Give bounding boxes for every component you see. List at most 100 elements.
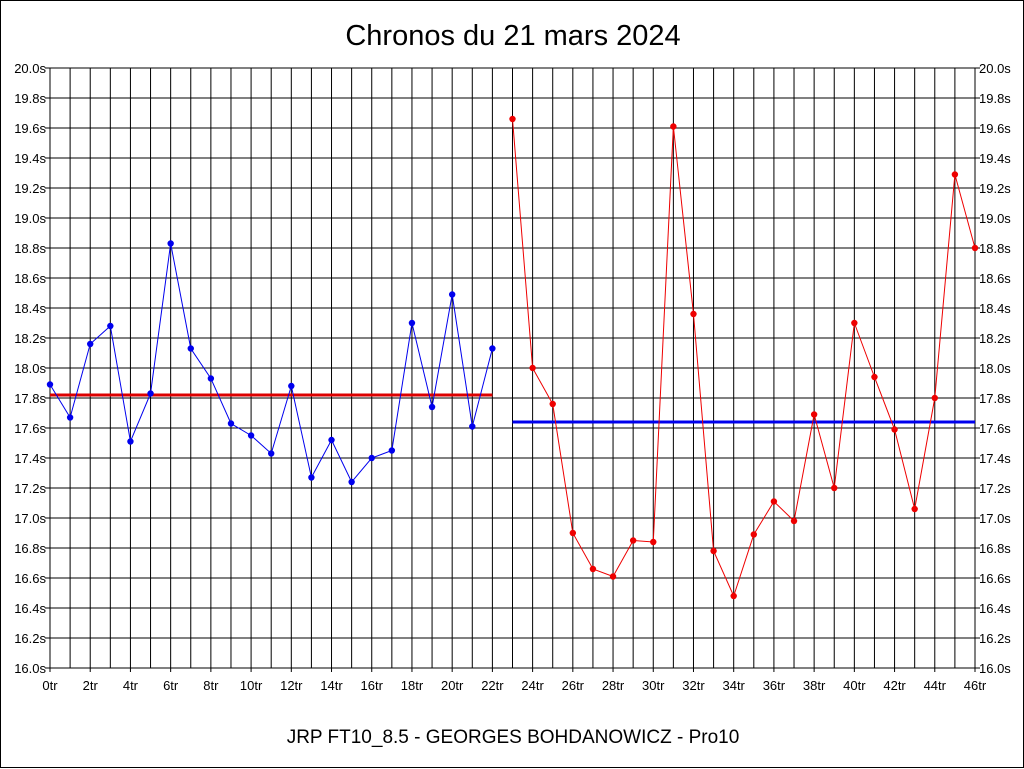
y-tick-label-left: 16.8s	[14, 541, 46, 556]
data-point	[589, 565, 597, 573]
data-point	[46, 381, 54, 388]
data-point	[167, 240, 174, 247]
y-tick-label-left: 18.2s	[14, 331, 46, 346]
y-tick-label-left: 17.8s	[14, 391, 46, 406]
y-tick-label-right: 17.8s	[979, 391, 1011, 406]
data-point	[690, 310, 697, 318]
x-tick-label: 22tr	[481, 678, 504, 693]
data-point	[911, 505, 918, 513]
data-point	[609, 573, 617, 580]
y-tick-label-right: 17.0s	[979, 511, 1011, 526]
y-tick-label-right: 18.6s	[979, 271, 1011, 286]
y-tick-label-right: 18.8s	[979, 241, 1011, 256]
data-point	[790, 517, 798, 525]
data-point	[469, 423, 476, 430]
x-tick-label: 18tr	[401, 678, 424, 693]
grid-lines	[49, 67, 976, 669]
y-tick-label-left: 19.6s	[14, 121, 46, 136]
data-point	[147, 390, 154, 397]
data-point	[428, 403, 436, 411]
series-line	[512, 118, 976, 598]
y-tick-label-left: 19.4s	[14, 151, 46, 166]
data-point	[629, 537, 637, 544]
data-point	[388, 447, 396, 454]
y-tick-label-left: 17.6s	[14, 421, 46, 436]
data-point	[509, 115, 516, 123]
data-point	[247, 432, 255, 439]
data-point	[489, 345, 496, 352]
data-point	[750, 531, 758, 538]
y-tick-label-left: 17.2s	[14, 481, 46, 496]
y-tick-label-left: 18.8s	[14, 241, 46, 256]
mean-lines	[50, 393, 975, 424]
y-tick-label-right: 16.2s	[979, 631, 1011, 646]
data-point	[288, 382, 295, 390]
x-tick-label: 36tr	[763, 678, 786, 693]
x-tick-label: 4tr	[123, 678, 139, 693]
data-point	[851, 319, 858, 327]
x-tick-label: 28tr	[602, 678, 625, 693]
x-tick-label: 44tr	[924, 678, 947, 693]
y-tick-label-right: 19.2s	[979, 181, 1011, 196]
data-point	[951, 171, 959, 178]
data-point	[971, 244, 979, 252]
data-point	[931, 394, 938, 402]
y-tick-label-right: 18.4s	[979, 301, 1011, 316]
y-tick-label-right: 16.8s	[979, 541, 1011, 556]
data-point	[308, 474, 315, 481]
data-point	[348, 478, 355, 486]
chart-footer: JRP FT10_8.5 - GEORGES BOHDANOWICZ - Pro…	[287, 727, 740, 748]
data-point	[107, 322, 114, 330]
y-tick-label-left: 18.4s	[14, 301, 46, 316]
y-tick-label-right: 17.2s	[979, 481, 1011, 496]
data-point	[871, 373, 878, 381]
x-axis-ticks: 0tr 2tr 4tr 6tr 8tr 10tr 12tr 14tr 16tr 18tr 20tr 2…	[42, 668, 987, 693]
y-tick-label-right: 19.6s	[979, 121, 1011, 136]
y-tick-label-right: 16.6s	[979, 571, 1011, 586]
y-tick-label-left: 16.0s	[14, 661, 46, 676]
x-tick-label: 38tr	[803, 678, 826, 693]
y-tick-label-right: 19.4s	[979, 151, 1011, 166]
x-tick-label: 32tr	[682, 678, 705, 693]
data-point	[368, 454, 375, 462]
x-tick-label: 46tr	[964, 678, 987, 693]
data-point	[770, 498, 778, 505]
data-point	[569, 529, 577, 537]
y-tick-label-right: 16.0s	[979, 661, 1011, 676]
y-tick-label-right: 20.0s	[979, 61, 1011, 76]
y-axis-right-ticks: 16.0s 16.2s 16.4s 16.6s 16.8s 17.0s 17.2s 17.4s…	[975, 61, 1011, 676]
x-tick-label: 30tr	[642, 678, 665, 693]
y-tick-label-left: 17.4s	[14, 451, 46, 466]
data-point	[549, 400, 556, 408]
y-tick-label-right: 18.2s	[979, 331, 1011, 346]
data-point	[650, 538, 657, 546]
x-tick-label: 6tr	[163, 678, 179, 693]
y-tick-label-left: 18.6s	[14, 271, 46, 286]
data-point	[810, 411, 818, 418]
x-tick-label: 0tr	[42, 678, 58, 693]
y-tick-label-left: 19.8s	[14, 91, 46, 106]
y-tick-label-right: 17.6s	[979, 421, 1011, 436]
x-tick-label: 40tr	[843, 678, 866, 693]
data-point	[448, 291, 456, 298]
y-tick-label-right: 18.0s	[979, 361, 1011, 376]
data-point	[529, 364, 536, 372]
data-point	[408, 319, 416, 327]
x-tick-label: 14tr	[320, 678, 343, 693]
x-tick-label: 12tr	[280, 678, 303, 693]
series-lines	[46, 115, 979, 600]
x-tick-label: 2tr	[83, 678, 99, 693]
data-point	[187, 345, 194, 352]
x-tick-label: 10tr	[240, 678, 263, 693]
data-point	[670, 123, 677, 130]
y-axis-left-ticks: 16.0s 16.2s 16.4s 16.6s 16.8s 17.0s 17.2s 17.4s…	[14, 61, 50, 676]
data-point	[267, 450, 275, 457]
data-point	[891, 426, 898, 433]
data-point	[328, 436, 335, 444]
data-point	[87, 340, 94, 348]
data-point	[831, 484, 838, 492]
y-tick-label-left: 17.0s	[14, 511, 46, 526]
data-point	[710, 547, 717, 555]
